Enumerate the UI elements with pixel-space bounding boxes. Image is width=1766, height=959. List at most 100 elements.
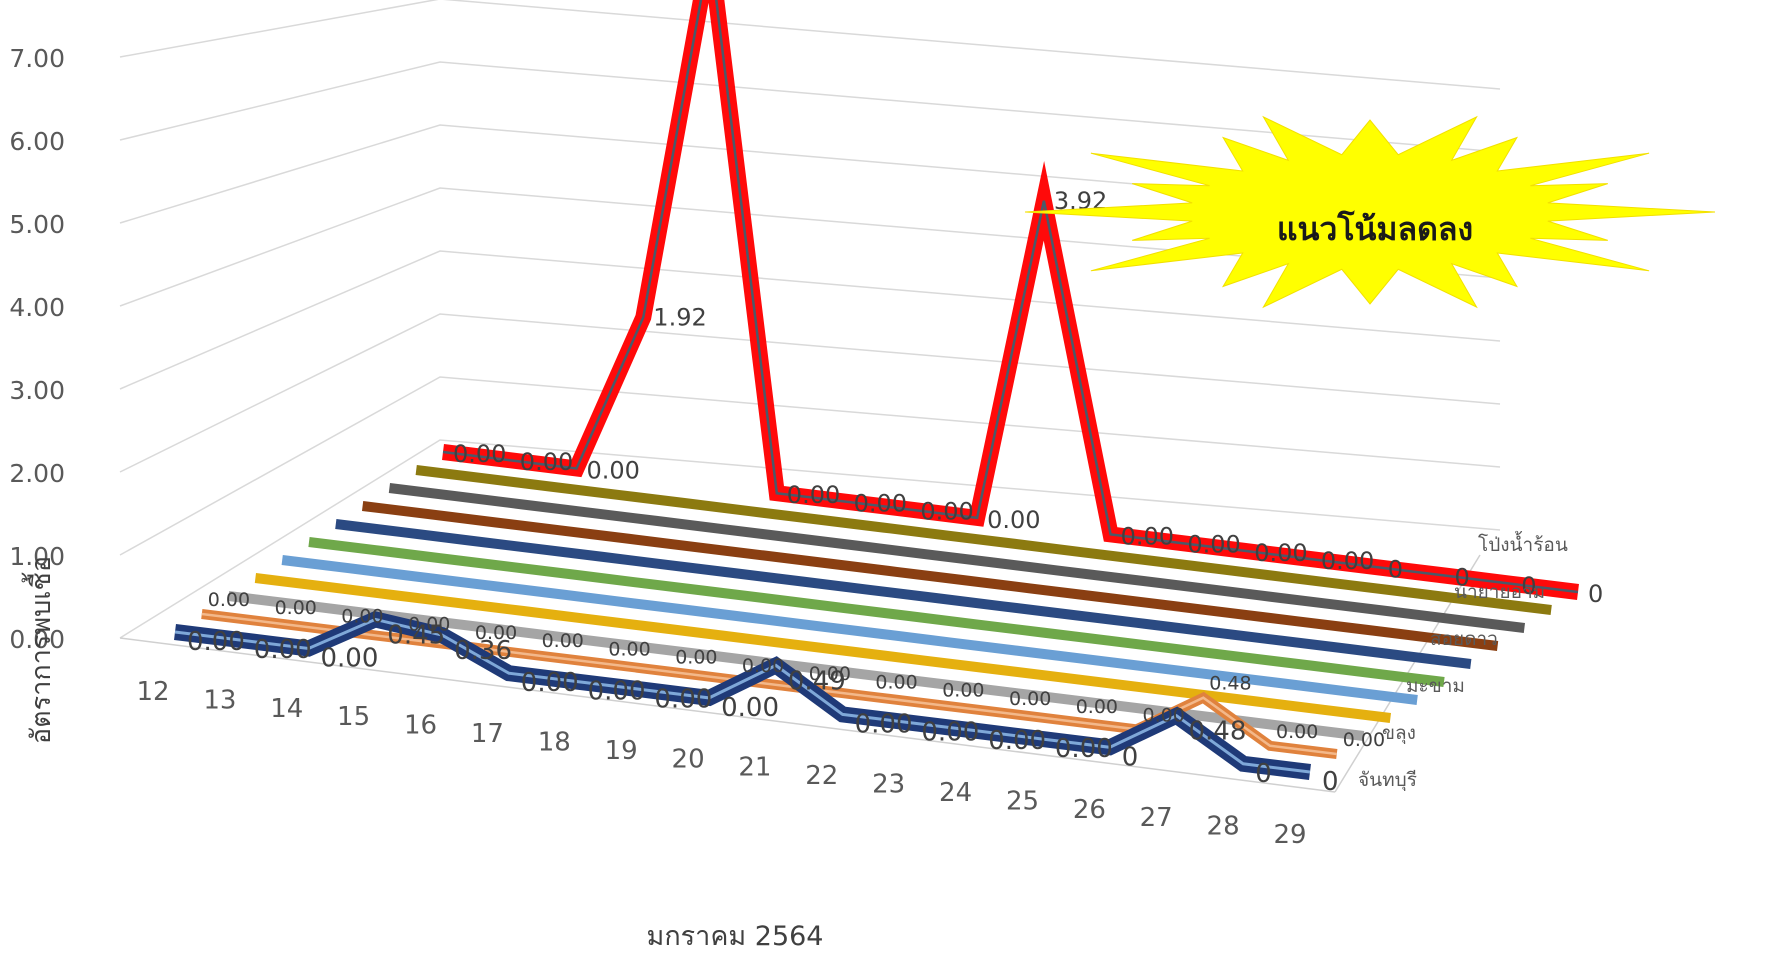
series-line [281, 555, 1418, 705]
data-label: 0.00 [675, 647, 717, 669]
data-label: 0.00 [254, 635, 312, 665]
x-tick-label: 20 [672, 744, 705, 774]
data-label: 0.00 [921, 718, 979, 748]
data-label: 0.00 [341, 606, 383, 628]
x-tick-label: 15 [337, 702, 370, 732]
data-label: 0.00 [608, 638, 650, 660]
x-tick-label: 16 [404, 711, 437, 741]
depth-tick-label: โป่งน้ำร้อน [1478, 531, 1568, 556]
x-axis-title: มกราคม 2564 [647, 921, 824, 952]
data-label: 0.00 [321, 644, 379, 674]
data-label: 0.00 [587, 457, 640, 485]
data-label: 0.00 [654, 685, 712, 715]
y-tick-label: 0.00 [9, 625, 65, 654]
x-tick-label: 19 [605, 736, 638, 766]
depth-tick-label: สอยดาว [1430, 628, 1498, 650]
y-axis-title: อัตราการพบเชื้อ [21, 556, 57, 744]
x-tick-label: 28 [1207, 812, 1240, 842]
data-label: 0.48 [1209, 673, 1251, 695]
x-tick-label: 13 [203, 685, 236, 715]
depth-tick-label: มะขาม [1406, 675, 1465, 697]
data-label: 0.45 [387, 620, 445, 650]
x-tick-label: 14 [270, 694, 303, 724]
depth-tick-label: ขลุง [1382, 722, 1416, 745]
depth-tick-label: นายายอาม [1454, 581, 1545, 603]
data-label: 0.00 [520, 448, 573, 476]
y-axis-ticks: 0.00 1.00 2.00 3.00 4.00 5.00 6.00 7.00 [9, 44, 65, 654]
data-label: 0 [1455, 564, 1470, 592]
starburst-shape [1024, 115, 1716, 309]
data-label: 0.00 [1121, 522, 1174, 550]
data-label: 0 [1122, 742, 1139, 772]
y-tick-label: 1.00 [9, 542, 65, 571]
data-label: 0 [1322, 767, 1339, 797]
data-label: 0.00 [1187, 531, 1240, 559]
data-label: 0.00 [542, 630, 584, 652]
data-label: 0.00 [1009, 688, 1051, 710]
x-tick-label: 21 [738, 753, 771, 783]
x-tick-label: 17 [471, 719, 504, 749]
x-tick-label: 29 [1273, 820, 1306, 850]
data-label: 1.92 [653, 303, 706, 331]
y-tick-label: 3.00 [9, 376, 65, 405]
gridline [119, 376, 1501, 556]
gridline [119, 187, 1501, 307]
grid-lines [119, 0, 1501, 639]
series-line [335, 519, 1472, 669]
y-tick-label: 2.00 [9, 459, 65, 488]
data-label: 0.00 [854, 489, 907, 517]
data-label: 0.00 [942, 680, 984, 702]
gridline [119, 61, 1501, 153]
floor-front-line [119, 637, 1336, 793]
annotation-text: แนวโน้มลดลง [1277, 210, 1473, 248]
depth-axis-labels: จันทบุรี ขลุง มะขาม สอยดาว นายายอาม โป่งน้ำร้… [1358, 531, 1568, 792]
data-label: 0 [1521, 572, 1536, 600]
x-tick-label: 27 [1140, 803, 1173, 833]
data-label: 0.00 [1076, 696, 1118, 718]
data-label: 0.00 [875, 671, 917, 693]
y-tick-label: 4.00 [9, 293, 65, 322]
series-line [415, 465, 1552, 615]
data-label: 0.00 [588, 676, 646, 706]
x-tick-label: 24 [939, 778, 972, 808]
series-line-highlight [174, 617, 1311, 774]
data-label: 0.00 [809, 663, 851, 685]
data-label: 0.00 [855, 709, 913, 739]
data-label: 0 [1255, 759, 1272, 789]
x-tick-label: 23 [872, 770, 905, 800]
data-label: 0.00 [1143, 704, 1185, 726]
y-tick-label: 7.00 [9, 44, 65, 73]
x-tick-label: 26 [1073, 795, 1106, 825]
y-tick-label: 6.00 [9, 127, 65, 156]
series-lines [174, 0, 1579, 780]
data-label: 0.00 [988, 726, 1046, 756]
data-label: 0.00 [742, 655, 784, 677]
data-label: 0.49 [788, 666, 846, 696]
x-tick-label: 22 [805, 761, 838, 791]
data-label: 0.00 [787, 481, 840, 509]
x-tick-label: 12 [136, 677, 169, 707]
x-axis-ticks: 12 13 14 15 16 17 18 19 20 21 22 23 24 25 26 27 28 29 [136, 677, 1306, 850]
gridline [119, 313, 1501, 473]
series-line-highlight [201, 612, 1337, 756]
data-label: 0.00 [521, 668, 579, 698]
gridline [119, 439, 1501, 639]
gridline [119, 250, 1501, 390]
data-label: 0.00 [920, 498, 973, 526]
data-label: 0.00 [1055, 734, 1113, 764]
data-label: 0.00 [475, 622, 517, 644]
y-tick-label: 5.00 [9, 210, 65, 239]
x-tick-label: 25 [1006, 786, 1039, 816]
data-label: 0.00 [1343, 729, 1385, 751]
series-line [388, 483, 1526, 633]
gridline [119, 0, 1501, 90]
data-label: 0 [1588, 580, 1603, 608]
data-label: 0.00 [453, 440, 506, 468]
data-label: 0.00 [187, 627, 245, 657]
data-label: 0.36 [454, 636, 512, 666]
data-label: 0.00 [275, 597, 317, 619]
data-label: 0.00 [1321, 547, 1374, 575]
data-label: 0.00 [721, 693, 779, 723]
data-label: 0 [1388, 555, 1403, 583]
